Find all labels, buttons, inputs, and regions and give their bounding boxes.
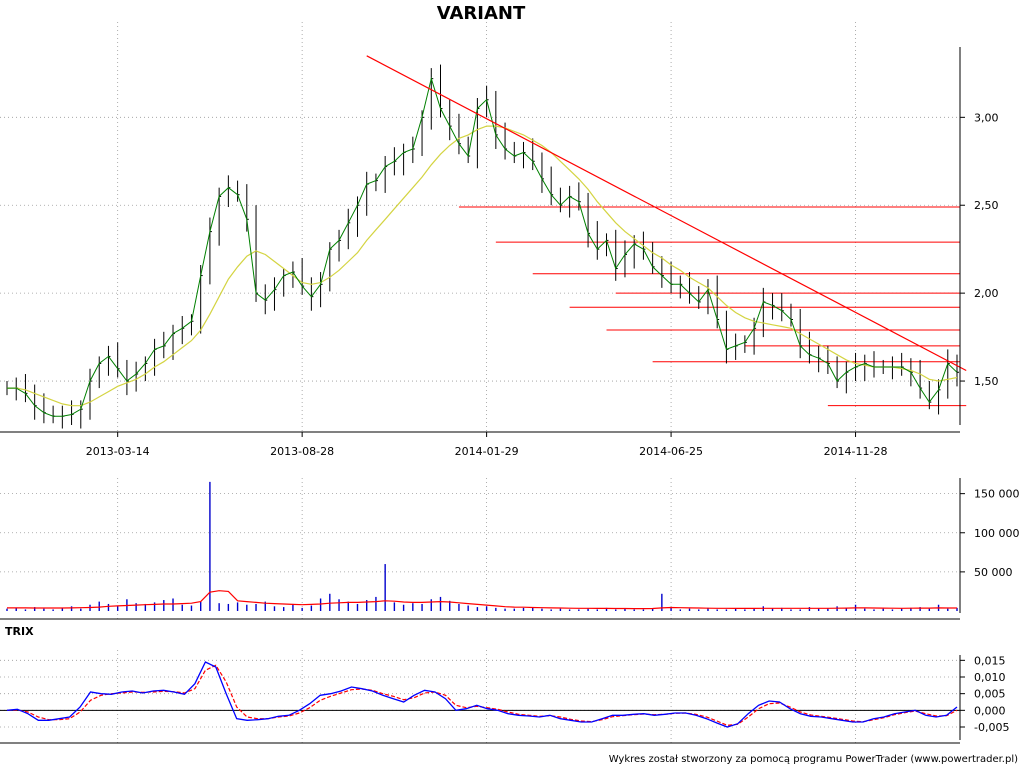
trix-line xyxy=(6,661,958,728)
volume-grid xyxy=(0,478,960,619)
trix-grid xyxy=(0,650,960,743)
price-y-ticks: 1,50 2,00 2,50 3,00 xyxy=(960,111,999,388)
date-x-ticks: 2013-03-14 2013-08-28 2014-01-29 2014-06-25… xyxy=(86,432,888,458)
support-resistance-levels xyxy=(458,206,967,407)
moving-average-short xyxy=(7,76,958,417)
volume-panel: 50 000 100 000 150 000 xyxy=(0,478,1020,620)
volume-y-tick-label: 50 000 xyxy=(974,566,1013,579)
moving-average-long xyxy=(7,125,958,407)
volume-bars xyxy=(6,481,958,611)
trix-label: TRIX xyxy=(5,625,34,638)
trix-y-tick-label: 0,000 xyxy=(974,704,1006,717)
x-tick-label: 2014-11-28 xyxy=(824,445,888,458)
volume-y-tick-label: 150 000 xyxy=(974,488,1020,501)
trix-y-ticks: -0,005 0,000 0,005 0,010 0,015 xyxy=(960,654,1009,734)
trix-y-tick-label: 0,010 xyxy=(974,671,1006,684)
chart-title: VARIANT xyxy=(437,3,526,24)
trix-panel: TRIX -0,005 0,000 0,005 0,010 0,015 xyxy=(0,625,1009,744)
trix-y-tick-label: -0,005 xyxy=(974,721,1009,734)
price-grid xyxy=(0,22,960,432)
trendline xyxy=(366,55,967,372)
price-y-tick-label: 2,00 xyxy=(974,287,999,300)
price-bars xyxy=(6,64,959,429)
volume-y-tick-label: 100 000 xyxy=(974,527,1020,540)
volume-average-line xyxy=(7,590,957,610)
trix-y-tick-label: 0,005 xyxy=(974,688,1006,701)
x-tick-label: 2014-06-25 xyxy=(639,445,703,458)
chart-footer: Wykres został stworzony za pomocą progra… xyxy=(609,754,1018,765)
x-tick-label: 2013-03-14 xyxy=(86,445,150,458)
x-tick-label: 2013-08-28 xyxy=(270,445,334,458)
price-y-tick-label: 2,50 xyxy=(974,199,999,212)
volume-y-ticks: 50 000 100 000 150 000 xyxy=(960,488,1020,579)
price-panel: 1,502,002,503,00 2013-03-14 2013-08-28 201… xyxy=(0,22,999,458)
price-y-tick-label: 3,00 xyxy=(974,111,999,124)
price-y-tick-label: 1,50 xyxy=(974,375,999,388)
trix-y-tick-label: 0,015 xyxy=(974,654,1006,667)
x-tick-label: 2014-01-29 xyxy=(455,445,519,458)
